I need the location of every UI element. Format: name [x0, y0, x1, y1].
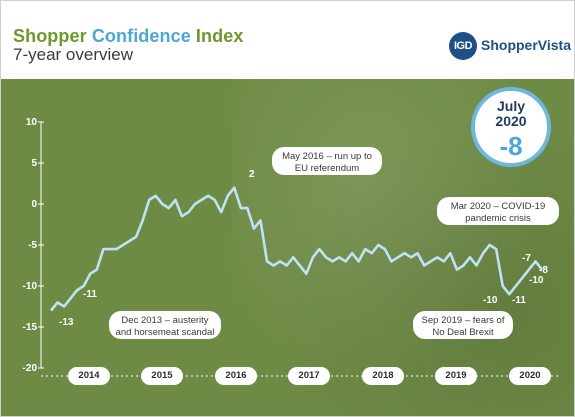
series-line [49, 186, 544, 312]
data-label: -13 [59, 317, 74, 328]
callout-dec-2013: Dec 2013 – austerity and horsemeat scand… [109, 311, 221, 339]
data-label: -8 [539, 265, 548, 276]
callout-sep-2019: Sep 2019 – fears of No Deal Brexit [413, 311, 513, 339]
x-tick-label: 2020 [509, 367, 551, 385]
y-tick-label: 0 [31, 199, 37, 210]
title-word-confidence: Confidence [91, 26, 191, 46]
title-word-index: Index [190, 26, 244, 46]
logo-text: ShopperVista [481, 37, 571, 53]
x-tick-label: 2018 [362, 367, 404, 385]
y-tick-label: 5 [31, 158, 37, 169]
badge-label: July 2020 [475, 99, 547, 129]
chart-title: Shopper Confidence Index [13, 26, 243, 47]
x-tick-label: 2015 [141, 367, 183, 385]
data-label: -10 [529, 275, 544, 286]
data-label: 2 [249, 169, 255, 180]
callout-mar-2020: Mar 2020 – COVID-19 pandemic crisis [437, 197, 559, 225]
logo-mark: IGD [449, 32, 477, 60]
chart-subtitle: 7-year overview [13, 45, 133, 64]
y-tick-label: -20 [22, 363, 37, 374]
x-tick-label: 2017 [288, 367, 330, 385]
y-tick-label: 10 [25, 117, 37, 128]
y-tick-label: -5 [28, 240, 37, 251]
badge-value: -8 [499, 131, 523, 161]
title-word-shopper: Shopper [13, 26, 92, 46]
data-label: -10 [483, 295, 498, 306]
y-tick-label: -15 [22, 322, 37, 333]
callout-may-2016: May 2016 – run up to EU referendum [272, 147, 382, 175]
header: Shopper Confidence Index 7-year overview… [1, 1, 574, 79]
data-label: -11 [83, 289, 97, 300]
badge-year: 2020 [495, 113, 527, 129]
igd-logo: IGD ShopperVista [449, 32, 571, 60]
data-label: -11 [512, 295, 526, 306]
x-tick-label: 2016 [215, 367, 257, 385]
x-tick-label: 2014 [68, 367, 110, 385]
data-label: -7 [522, 253, 531, 264]
x-tick-label: 2019 [435, 367, 477, 385]
y-tick-label: -10 [22, 281, 37, 292]
badge-month: July [496, 98, 525, 114]
july-2020-badge: July 2020 -8 [471, 87, 551, 167]
